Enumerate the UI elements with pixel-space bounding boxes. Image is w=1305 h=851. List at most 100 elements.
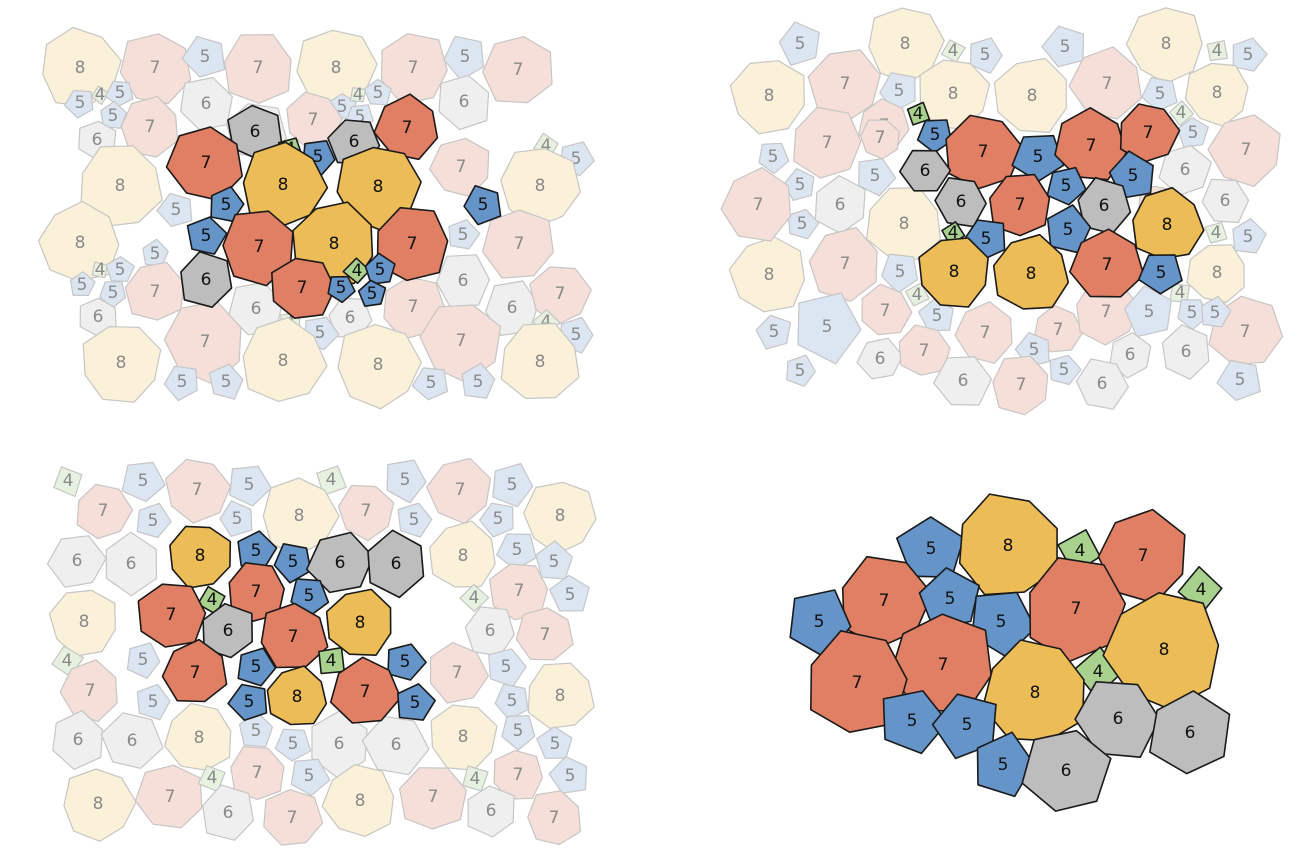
cell-side-count-label: 8 [278,175,289,195]
cell-8-sided [164,702,232,771]
cell-side-count-label: 6 [72,551,83,571]
highlighted-cell-8-sided [918,237,989,308]
cell-side-count-label: 5 [221,372,232,392]
cell-side-count-label: 4 [948,41,959,61]
cell-side-count-label: 6 [391,554,402,574]
cell-side-count-label: 5 [367,284,378,304]
cell-side-count-label: 7 [254,237,265,257]
cell-side-count-label: 7 [1053,320,1064,340]
cell-7-sided [134,764,203,829]
cell-side-count-label: 6 [251,299,262,319]
highlighted-cell-6-sided [1149,690,1231,775]
cell-side-count-label: 5 [1155,84,1166,104]
cell-side-count-label: 5 [304,586,315,606]
highlighted-cell-8-sided [992,233,1070,310]
cell-8-sided [82,326,162,403]
cell-side-count-label: 7 [287,808,298,828]
cell-side-count-label: 7 [455,480,466,500]
cell-7-sided [399,767,467,830]
highlighted-cell-7-sided [1097,508,1186,604]
cell-side-count-label: 5 [115,83,126,103]
cell-side-count-label: 6 [1097,374,1108,394]
cell-8-sided [48,589,116,657]
cell-6-sided [1201,178,1250,224]
cell-side-count-label: 8 [1003,536,1014,556]
highlighted-cell-7-sided [222,210,294,287]
cell-side-count-label: 6 [73,730,84,750]
highlighted-cell-6-sided [898,149,952,192]
cell-7-sided [120,95,179,158]
cell-side-count-label: 6 [1125,345,1136,365]
cell-6-sided [52,710,104,771]
cell-side-count-label: 5 [138,471,149,491]
cell-side-count-label: 8 [948,84,959,104]
cell-side-count-label: 5 [373,83,384,103]
cell-5-sided [496,533,537,571]
cell-side-count-label: 5 [400,470,411,490]
highlighted-cell-7-sided [161,638,228,703]
cell-side-count-label: 5 [1243,45,1254,65]
cell-side-count-label: 5 [315,323,326,343]
cell-side-count-label: 5 [571,325,582,345]
highlighted-cell-7-sided [260,602,329,669]
cell-side-count-label: 8 [555,506,566,526]
cell-5-sided [479,502,514,538]
cell-8-sided [63,768,137,842]
cell-side-count-label: 7 [408,297,419,317]
highlighted-cell-7-sided [988,173,1051,237]
cell-side-count-label: 5 [1187,303,1198,323]
cell-side-count-label: 8 [1026,264,1037,284]
cell-5-sided [229,465,272,507]
cell-8-sided [262,477,340,556]
cell-side-count-label: 8 [331,58,342,78]
cell-5-sided [386,459,427,504]
cell-5-sided [755,314,792,350]
cell-side-count-label: 8 [535,176,546,196]
cell-7-sided [1207,114,1281,187]
cell-7-sided [515,607,574,661]
cell-side-count-label: 7 [980,323,991,343]
cell-8-sided [527,662,595,729]
cell-side-count-label: 7 [1143,123,1154,143]
cell-side-count-label: 7 [253,58,264,78]
highlighted-cell-6-sided [1074,680,1161,759]
panel-top-left: 8757875754556765455667457885585754557676… [37,26,595,410]
cell-5-sided [548,574,590,612]
cell-side-count-label: 7 [938,655,949,675]
highlighted-cell-7-sided [1054,107,1127,181]
cell-5-sided [219,500,253,537]
cell-side-count-label: 5 [400,652,411,672]
cell-side-count-label: 5 [1033,147,1044,167]
cell-side-count-label: 5 [337,97,348,117]
cell-7-sided [224,33,292,104]
cell-side-count-label: 7 [150,282,161,302]
cell-5-sided [758,142,790,175]
cell-side-count-label: 4 [1212,41,1223,61]
cell-5-sided [1216,359,1261,401]
cell-side-count-label: 4 [469,588,480,608]
highlighted-cell-8-sided [1102,591,1220,710]
cell-6-sided [1158,144,1213,196]
cell-side-count-label: 6 [835,195,846,215]
cell-side-count-label: 5 [769,322,780,342]
cell-7-sided [992,355,1049,416]
cell-side-count-label: 8 [329,234,340,254]
cell-side-count-label: 5 [313,147,324,167]
cell-side-count-label: 7 [402,118,413,138]
cell-side-count-label: 8 [1161,34,1172,54]
cell-side-count-label: 8 [535,352,546,372]
cell-side-count-label: 7 [879,591,890,611]
cell-8-sided [500,322,580,400]
cell-5-sided [64,89,94,119]
cell-7-sided [429,641,489,704]
cell-side-count-label: 5 [926,539,937,559]
cell-4-sided [197,765,226,793]
cell-side-count-label: 6 [345,308,356,328]
cell-side-count-label: 5 [200,47,211,67]
cell-side-count-label: 4 [948,223,959,243]
cell-7-sided [482,209,554,279]
cell-5-sided [535,540,574,580]
cell-7-sided [859,119,900,160]
cell-5-sided [443,35,484,81]
cell-5-sided [104,80,134,107]
